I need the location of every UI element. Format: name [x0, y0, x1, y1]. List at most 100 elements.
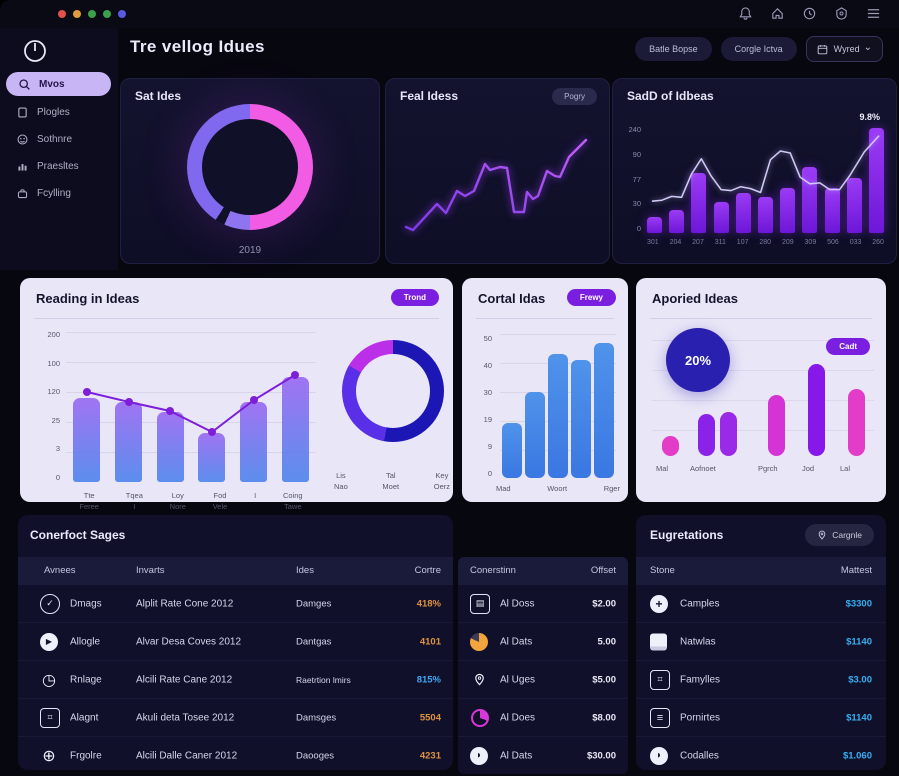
card-title: Cortal Idas [478, 291, 546, 306]
cross-circle-icon [650, 594, 668, 613]
col-cortre: Cortre [414, 565, 441, 576]
bar [735, 193, 751, 233]
y-tick: 30 [632, 199, 641, 209]
x-label: 311 [714, 239, 726, 246]
traffic-dot[interactable] [88, 10, 96, 18]
table-row[interactable]: Dmags Alplit Rate Cone 2012 Damges 418% [18, 585, 453, 623]
conerfoct-table: Conerfoct Sages Avnees Invarts Ides Cort… [18, 515, 453, 770]
sat-ides-donut-chart[interactable] [187, 104, 313, 230]
sidebar-item-praesltes[interactable]: Praesltes [0, 153, 118, 180]
table-row[interactable]: Pornirtes $1140 [636, 699, 886, 737]
batle-bopse-button[interactable]: Batle Bopse [635, 37, 712, 61]
app-logo-icon[interactable] [22, 38, 48, 64]
x-label: 309 [804, 239, 817, 246]
row-name: Natwlas [680, 636, 716, 647]
sidebar-item-fcylling[interactable]: Fcylling [0, 180, 118, 207]
row-value: $1140 [846, 712, 872, 723]
y-axis: 50 40 30 19 9 0 [474, 334, 492, 478]
row-ides: Damges [296, 598, 332, 609]
sidebar [0, 28, 118, 270]
sidebar-item-plogles[interactable]: Plogles [0, 99, 118, 126]
table-row[interactable]: Famylles $3.00 [636, 661, 886, 699]
bar [156, 412, 184, 482]
card-title: Feal Idess [400, 89, 459, 103]
feal-line-chart[interactable] [396, 115, 599, 249]
label: Coing Tawe [282, 491, 303, 512]
traffic-dot[interactable] [118, 10, 126, 18]
bar [669, 209, 685, 233]
period-dropdown[interactable]: Wyred [805, 36, 883, 62]
table-row[interactable]: Frgolre Alcili Dalle Caner 2012 Daooges … [18, 737, 453, 774]
row-value: 5.00 [597, 636, 617, 647]
file-icon [18, 107, 27, 118]
traffic-dot[interactable] [58, 10, 66, 18]
bar [548, 354, 568, 478]
cargnle-button[interactable]: Cargnle [805, 524, 874, 546]
table-row[interactable]: Allogle Alvar Desa Coves 2012 Dantgas 41… [18, 623, 453, 661]
y-tick: 90 [632, 149, 641, 159]
card-title: Sat Ides [135, 89, 182, 103]
table-header: Avnees Invarts Ides Cortre [18, 557, 453, 585]
table-title: Conerfoct Sages [30, 528, 126, 542]
reading-ideas-card: Reading in Ideas Trond 200 100 120 25 3 0 Tte… [20, 278, 453, 511]
card-badge: Trond [390, 289, 439, 306]
row-name: Al Uges [500, 674, 536, 685]
aporied-bar-chart[interactable]: Mal Aofnoet Pgrch Jod Lal [636, 278, 886, 502]
row-name: Camples [680, 598, 720, 609]
reading-combo-chart[interactable] [66, 332, 316, 482]
x-label: 506 [827, 239, 839, 246]
menu-icon[interactable] [866, 6, 881, 21]
table-row[interactable]: Al Dats 5.00 [458, 623, 628, 661]
alarm-icon[interactable] [738, 6, 753, 21]
row-name: Pornirtes [680, 712, 721, 723]
traffic-lights[interactable] [58, 10, 126, 18]
table-row[interactable]: Al Uges $5.00 [458, 661, 628, 699]
sadd-idbeas-card: SadD of Idbeas 9.8% 240 90 77 30 0 301 204 207… [612, 78, 897, 264]
traffic-dot[interactable] [73, 10, 81, 18]
table-row[interactable]: Camples $3300 [636, 585, 886, 623]
sadd-bar-chart[interactable] [647, 125, 884, 233]
row-invarts: Alvar Desa Coves 2012 [136, 636, 242, 647]
row-ides: Raetrtion lmirs [296, 674, 351, 685]
table-row[interactable]: Al Doss $2.00 [458, 585, 628, 623]
sidebar-item-label: Fcylling [37, 188, 71, 199]
table-row[interactable]: Alagnt Akuli deta Tosee 2012 Damsges 550… [18, 699, 453, 737]
label: Tal Moet [382, 471, 400, 492]
table-row[interactable]: Natwlas $1140 [636, 623, 886, 661]
x-axis: Mad Woort Rger [496, 484, 620, 493]
sidebar-item-label: Plogles [37, 107, 70, 118]
traffic-dot[interactable] [103, 10, 111, 18]
col-ides: Ides [296, 565, 314, 576]
building-icon [650, 669, 670, 690]
row-value: $3.00 [848, 674, 872, 685]
table-row[interactable]: Codalles $1.060 [636, 737, 886, 774]
sidebar-item-mvos[interactable]: Mvos [6, 72, 111, 96]
bar [757, 197, 773, 233]
home-icon[interactable] [770, 6, 785, 21]
cortal-bar-chart[interactable] [500, 334, 616, 478]
briefcase-icon [17, 189, 28, 199]
table-row[interactable]: Rnlage Alcili Rate Cane 2012 Raetrtion l… [18, 661, 453, 699]
sidebar-item-sothnre[interactable]: Sothnre [0, 126, 118, 153]
x-label: Lal [840, 464, 851, 473]
table-row[interactable]: Al Does $8.00 [458, 699, 628, 737]
x-label: Jod [802, 464, 815, 473]
table-row[interactable]: Al Dats $30.00 [458, 737, 628, 774]
corgle-ictva-button[interactable]: Corgle Ictva [720, 37, 797, 61]
history-icon[interactable] [802, 6, 817, 21]
row-name: Rnlage [70, 674, 102, 685]
row-value: $1140 [846, 636, 872, 647]
globe-icon [40, 747, 58, 765]
reading-donut-chart[interactable] [342, 340, 444, 442]
shield-home-icon[interactable] [834, 6, 849, 21]
bar [525, 391, 545, 478]
x-label: 301 [647, 239, 659, 246]
row-name: Al Doss [500, 598, 535, 609]
col-mattest: Mattest [840, 565, 872, 576]
label: Tte Feree [79, 491, 99, 512]
x-label: Mad [496, 484, 511, 493]
titlebar [0, 0, 899, 28]
row-name: Codalles [680, 750, 719, 761]
calendar-icon [470, 593, 490, 614]
sidebar-item-label: Praesltes [37, 161, 79, 172]
